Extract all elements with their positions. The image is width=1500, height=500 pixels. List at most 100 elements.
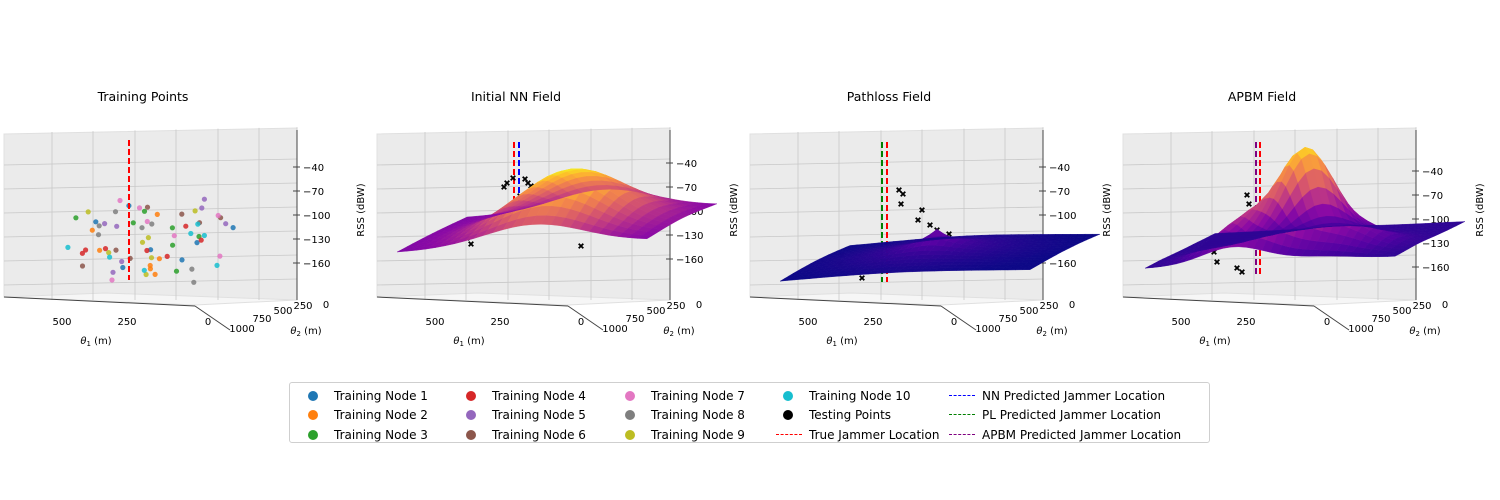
legend-dot-marker (775, 390, 801, 402)
training-point (144, 204, 151, 210)
training-point (144, 218, 150, 225)
training-point (141, 208, 148, 214)
training-point (114, 223, 120, 229)
testing-point (898, 201, 904, 207)
legend-entry: Training Node 1 (300, 386, 428, 406)
z-tick-label: −160 (1049, 259, 1076, 270)
training-point (141, 267, 147, 273)
training-point (173, 268, 180, 274)
training-point (156, 256, 162, 262)
x-tick-label: 0 (951, 317, 957, 328)
training-point (85, 209, 91, 215)
training-point (139, 225, 145, 231)
testing-point (1234, 265, 1240, 271)
training-point (97, 247, 103, 253)
x-tick-label: 0 (205, 317, 211, 328)
training-point (154, 211, 160, 217)
training-point (144, 247, 150, 254)
training-point (152, 271, 158, 277)
legend-entry: Training Node 6 (458, 425, 586, 445)
training-point (183, 223, 189, 229)
z-tick-label: −160 (303, 259, 330, 270)
testing-point (900, 191, 906, 197)
y-tick-label: 500 (1392, 306, 1411, 317)
legend-label: Training Node 5 (492, 408, 586, 423)
training-point (112, 209, 119, 215)
training-point (113, 247, 119, 253)
testing-point (896, 187, 902, 193)
legend-dot-marker (458, 390, 484, 402)
training-point (189, 266, 195, 272)
legend-label: Training Node 9 (651, 427, 745, 442)
training-point (170, 242, 176, 248)
z-tick-label: −100 (303, 211, 330, 222)
surface (779, 229, 1101, 282)
training-point (194, 240, 200, 246)
training-point (171, 233, 177, 239)
testing-point (578, 243, 584, 249)
z-tick-label: −100 (1049, 211, 1076, 222)
training-point (79, 263, 86, 269)
legend-label: Training Node 6 (492, 427, 586, 442)
grid-line (749, 206, 1044, 214)
x-tick-label: 500 (425, 317, 444, 328)
z-axis-label: RSS (dBW) (1102, 183, 1113, 236)
legend-dot-marker (617, 390, 643, 402)
training-point (145, 235, 151, 241)
legend-column: Training Node 7 Training Node 8 Training N… (617, 386, 745, 445)
testing-point (859, 275, 865, 281)
testing-point (504, 180, 510, 186)
x-tick-label: 500 (52, 317, 71, 328)
y-axis-label: θ2 (m) (1036, 326, 1067, 338)
z-tick-label: −40 (1049, 163, 1070, 174)
surface-patch (1452, 221, 1466, 225)
testing-point (510, 175, 516, 181)
z-tick-label: −40 (1422, 167, 1443, 178)
panel-title: Training Points (97, 89, 189, 104)
testing-point (927, 222, 933, 228)
grid-line (1122, 278, 1417, 286)
z-axis-label: RSS (dBW) (729, 183, 740, 236)
training-point (198, 237, 204, 243)
training-point (199, 205, 205, 211)
y-tick-label: 750 (625, 314, 644, 325)
training-point (188, 230, 194, 237)
legend-dash-marker (948, 409, 975, 421)
legend-entry: Training Node 7 (617, 386, 745, 406)
y-axis-label: θ2 (m) (1409, 326, 1440, 338)
legend-entry: Training Node 9 (617, 425, 745, 445)
legend-label: Training Node 1 (334, 388, 428, 403)
legend-label: Testing Points (809, 408, 892, 423)
y-axis-line (1313, 305, 1350, 331)
training-point (215, 212, 221, 219)
y-axis-line (567, 305, 604, 331)
y-tick-label: 500 (646, 306, 665, 317)
legend-entry: True Jammer Location (775, 425, 939, 445)
y-axis-label: θ2 (m) (290, 326, 321, 338)
legend-label: Training Node 3 (334, 427, 428, 442)
training-point (195, 221, 201, 227)
legend-dot-marker (458, 429, 484, 441)
training-point (102, 246, 109, 252)
x-tick-label: 500 (1171, 317, 1190, 328)
x-axis-line (749, 296, 942, 307)
training-point (139, 239, 146, 245)
training-point (107, 254, 113, 260)
testing-point (1239, 269, 1245, 275)
legend-column: Training Node 1 Training Node 2 Training N… (300, 386, 428, 445)
legend-column: NN Predicted Jammer Location PL Predicted… (948, 386, 1181, 445)
training-point (191, 279, 197, 285)
x-axis-label: θ1 (m) (80, 336, 111, 348)
legend-label: Training Node 10 (809, 388, 911, 403)
legend-entry: Training Node 8 (617, 406, 745, 426)
testing-point (919, 207, 925, 213)
training-point (201, 196, 207, 202)
legend-label: PL Predicted Jammer Location (982, 408, 1162, 423)
x-axis-line (1122, 296, 1315, 307)
testing-point (1244, 192, 1250, 198)
legend-label: NN Predicted Jammer Location (982, 388, 1166, 403)
grid-line (749, 230, 1044, 238)
legend-entry: Training Node 2 (300, 406, 428, 426)
z-tick-label: −70 (303, 187, 324, 198)
panel-title: Initial NN Field (471, 89, 561, 104)
